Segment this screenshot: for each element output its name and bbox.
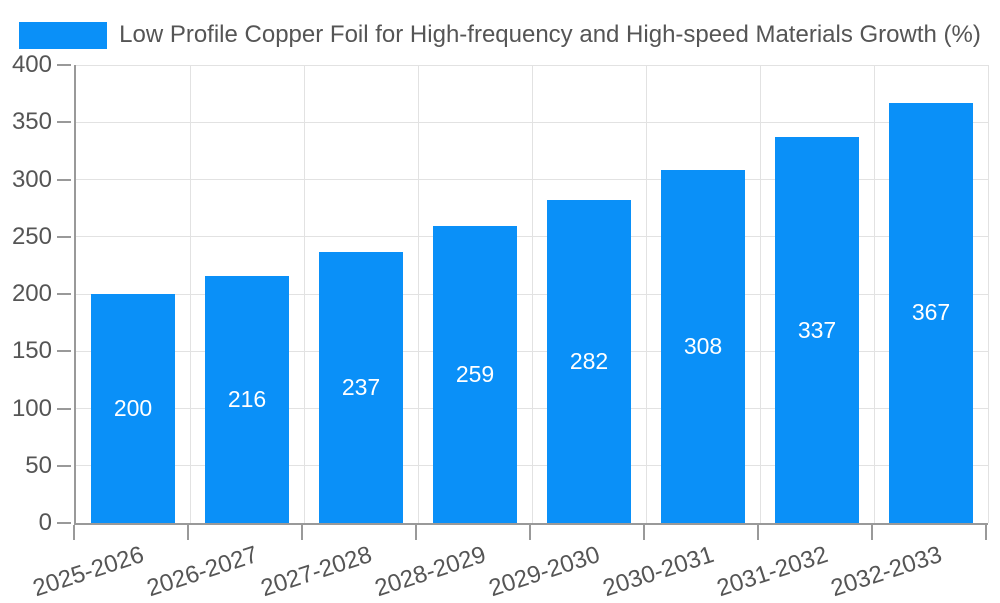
y-tick-mark: [57, 235, 71, 238]
y-axis-label: 250: [11, 222, 52, 250]
y-axis-label: 300: [11, 165, 52, 193]
legend: Low Profile Copper Foil for High-frequen…: [0, 20, 1000, 50]
y-tick-mark: [57, 121, 71, 124]
y-tick-mark: [57, 464, 71, 467]
x-axis-label: 2028-2029: [371, 541, 490, 603]
bar: 337: [775, 137, 859, 523]
y-tick-mark: [57, 178, 71, 181]
bar: 308: [661, 170, 745, 523]
plot-area: 200 216 237 259 282 308 337 367: [74, 64, 989, 525]
x-tick-mark: [529, 525, 531, 540]
x-tick-mark: [415, 525, 417, 540]
x-axis-label: 2025-2026: [29, 541, 148, 603]
bar-value-label: 237: [341, 373, 381, 400]
x-gridline: [873, 65, 875, 523]
bar-value-label: 282: [569, 348, 609, 375]
bar-value-label: 337: [797, 316, 837, 343]
x-gridline: [645, 65, 647, 523]
x-gridline: [759, 65, 761, 523]
x-axis-label: 2026-2027: [143, 541, 262, 603]
bar-value-label: 259: [455, 361, 495, 388]
y-axis-label: 150: [11, 337, 52, 365]
x-tick-mark: [301, 525, 303, 540]
x-tick-mark: [73, 525, 75, 540]
y-tick-mark: [57, 407, 71, 410]
y-axis-label: 350: [11, 108, 52, 136]
x-gridline: [189, 65, 191, 523]
x-tick-mark: [871, 525, 873, 540]
y-axis-label: 200: [11, 280, 52, 307]
x-gridline: [987, 65, 989, 523]
y-axis-label: 50: [25, 451, 52, 479]
bar-value-label: 367: [911, 299, 951, 326]
bar: 259: [433, 226, 517, 523]
y-axis-label: 0: [38, 509, 52, 536]
bar: 282: [547, 200, 631, 523]
legend-item[interactable]: Low Profile Copper Foil for High-frequen…: [19, 21, 981, 49]
x-tick-mark: [643, 525, 645, 540]
y-axis-label: 400: [11, 51, 52, 78]
x-axis-label: 2031-2032: [713, 541, 832, 603]
x-axis-label: 2032-2033: [827, 541, 946, 603]
x-axis-label: 2027-2028: [257, 541, 376, 603]
bar: 367: [889, 102, 973, 523]
x-gridline: [417, 65, 419, 523]
x-axis-label: 2029-2030: [485, 541, 604, 603]
y-tick-mark: [57, 293, 71, 295]
x-axis-label: 2030-2031: [599, 541, 718, 603]
x-tick-mark: [985, 525, 987, 540]
y-axis-label: 100: [11, 394, 52, 422]
x-gridline: [531, 65, 533, 523]
x-tick-mark: [187, 525, 189, 540]
bar: 200: [91, 294, 175, 523]
x-tick-mark: [757, 525, 759, 540]
bar: 237: [319, 251, 403, 523]
bar: 216: [205, 275, 289, 523]
y-tick-mark: [57, 350, 71, 353]
y-tick-mark: [57, 64, 71, 66]
bar-value-label: 216: [227, 385, 267, 412]
legend-label: Low Profile Copper Foil for High-frequen…: [119, 21, 981, 48]
y-tick-mark: [57, 522, 71, 524]
x-gridline: [303, 65, 305, 523]
legend-swatch: [19, 21, 108, 49]
bar-value-label: 200: [113, 395, 153, 421]
bar-value-label: 308: [683, 333, 723, 360]
